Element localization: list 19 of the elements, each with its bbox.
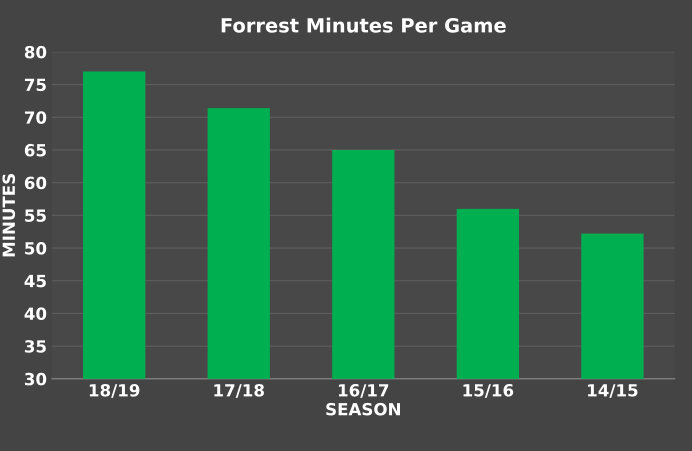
y-tick-label: 45: [24, 274, 46, 288]
y-tick-label: 30: [24, 372, 46, 386]
x-axis-title: SEASON: [326, 402, 400, 416]
y-tick-label: 65: [24, 144, 46, 157]
x-tick-label: 15/16: [464, 384, 514, 398]
y-tick-label: 40: [24, 307, 46, 320]
y-tick-label: 60: [24, 176, 46, 190]
y-axis-title: MINUTES: [2, 174, 16, 256]
x-tick-label: 18/19: [90, 384, 140, 398]
y-tick-label: 35: [24, 340, 46, 353]
y-tick-label: 50: [25, 242, 46, 255]
x-tick-label: 14/15: [588, 384, 638, 398]
x-tick-label: 17/18: [214, 384, 264, 398]
y-tick-label: 70: [24, 111, 46, 124]
y-tick-label: 80: [24, 46, 46, 58]
chart-title: Forrest Minutes Per Game: [222, 18, 506, 33]
y-tick-label: 75: [24, 78, 46, 92]
x-tick-label: 16/17: [338, 384, 388, 398]
y-tick-label: 55: [25, 210, 46, 222]
